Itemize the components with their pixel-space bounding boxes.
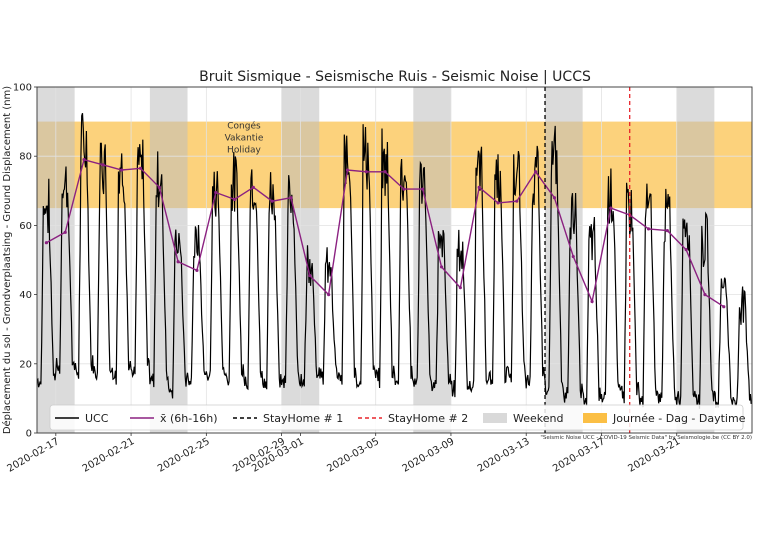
daily-mean-point — [552, 196, 557, 200]
daily-mean-point — [515, 199, 519, 203]
daily-mean-point — [195, 268, 199, 272]
daily-mean-point — [120, 168, 124, 172]
daily-mean-point — [270, 199, 274, 203]
legend-label: x̄ (6h-16h) — [160, 412, 218, 425]
daily-mean-point — [63, 230, 67, 234]
y-tick-label: 60 — [19, 221, 32, 232]
daily-mean-point — [289, 196, 293, 200]
credit-note: "Seismic Noise UCC - COVID-19 Seismic Da… — [540, 435, 752, 441]
daily-mean-point — [684, 248, 688, 252]
daily-mean-point — [345, 168, 350, 172]
legend-label: StayHome # 1 — [263, 412, 343, 425]
daily-mean-point — [458, 286, 462, 290]
y-axis-label: Déplacement du sol - Grondverplaatsing -… — [1, 86, 13, 434]
daily-mean-point — [665, 228, 669, 233]
daily-mean-point — [534, 170, 538, 174]
daily-mean-point — [138, 166, 143, 170]
y-tick-label: 20 — [19, 359, 32, 370]
legend-label: Journée - Dag - Daytime — [612, 412, 746, 425]
daily-mean-point — [176, 260, 180, 264]
daily-mean-point — [439, 265, 444, 269]
daily-mean-point — [496, 201, 500, 205]
daily-mean-point — [703, 293, 707, 297]
legend-label: StayHome # 2 — [388, 412, 468, 425]
daily-mean-point — [609, 206, 613, 210]
daily-mean-point — [722, 305, 726, 309]
daytime-band — [37, 121, 752, 209]
daily-mean-point — [646, 227, 651, 231]
daily-mean-point — [421, 187, 425, 191]
daily-mean-point — [327, 293, 331, 297]
series-line-ucc — [37, 113, 752, 409]
daily-mean-point — [82, 158, 86, 162]
daily-mean-point — [251, 185, 255, 189]
legend-swatch — [583, 413, 607, 423]
legend-label: Weekend — [513, 412, 563, 425]
legend-label: UCC — [85, 412, 109, 425]
daily-mean-point — [214, 190, 218, 195]
chart-title: Bruit Sismique - Seismische Ruis - Seism… — [199, 69, 591, 85]
daily-mean-point — [44, 241, 49, 245]
daily-mean-point — [157, 185, 161, 189]
daily-mean-point — [232, 197, 237, 202]
y-tick-label: 40 — [19, 290, 32, 301]
y-tick-label: 80 — [19, 152, 32, 163]
legend: UCC x̄ (6h-16h) StayHome # 1 StayHome # 2 We… — [49, 404, 746, 431]
daily-mean-point — [364, 170, 368, 174]
holiday-annotation-line: Holiday — [227, 146, 262, 156]
holiday-annotation-line: Vakantie — [225, 134, 264, 144]
daily-mean-point — [383, 170, 387, 174]
plot-frame — [36, 86, 753, 434]
daily-mean-point — [477, 185, 481, 189]
daily-mean-point — [402, 187, 406, 191]
daily-mean-point — [590, 299, 594, 304]
legend-swatch — [483, 413, 507, 423]
daily-mean-point — [101, 163, 105, 167]
y-tick-label: 0 — [26, 429, 32, 440]
holiday-annotation-line: Congés — [227, 121, 261, 132]
daily-mean-point — [308, 273, 312, 278]
daily-mean-point — [571, 254, 575, 259]
y-tick-label: 100 — [13, 83, 32, 94]
legend-box — [49, 404, 744, 431]
